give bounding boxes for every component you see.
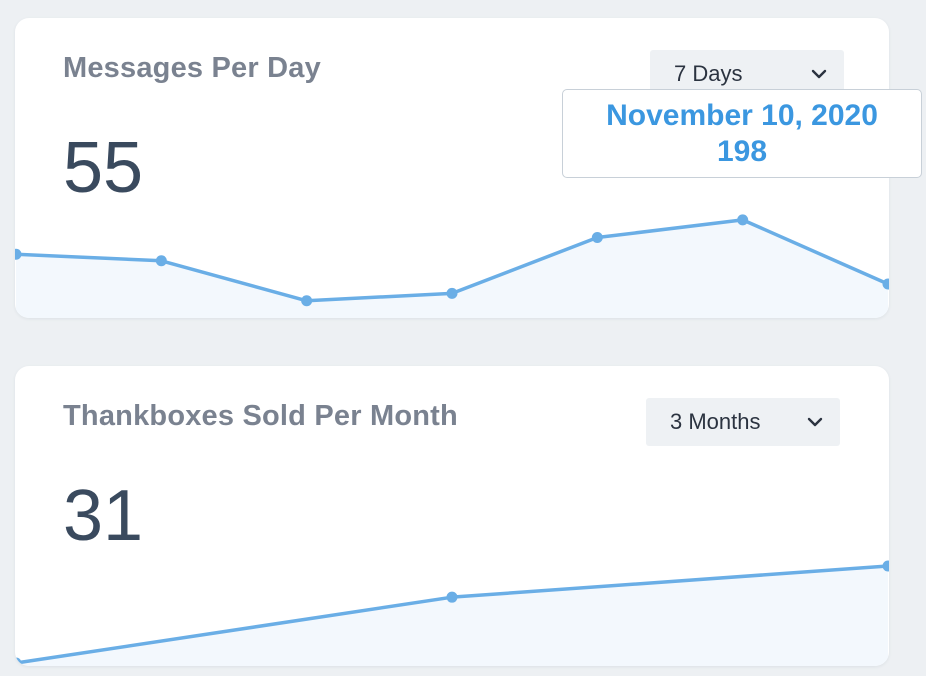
data-point[interactable]: [15, 657, 22, 667]
range-select-value: 7 Days: [674, 61, 743, 86]
tooltip-value: 198: [716, 135, 768, 168]
range-select-value: 3 Months: [670, 409, 761, 434]
messages-sparkline: [15, 214, 890, 318]
data-point[interactable]: [15, 248, 22, 260]
data-point[interactable]: [591, 232, 603, 244]
data-point[interactable]: [882, 278, 890, 290]
data-point[interactable]: [882, 560, 890, 572]
data-point[interactable]: [446, 591, 458, 603]
chart-tooltip: November 10, 2020 198: [562, 89, 922, 178]
range-select[interactable]: 3 Months: [646, 398, 840, 446]
series-area: [16, 219, 888, 318]
data-point[interactable]: [737, 214, 749, 226]
series-area: [16, 566, 888, 666]
data-point[interactable]: [301, 295, 313, 307]
card-title: Thankboxes Sold Per Month: [63, 400, 458, 432]
card-title: Messages Per Day: [63, 52, 321, 84]
chevron-down-icon: [807, 417, 823, 427]
metric-value: 31: [63, 476, 144, 556]
metric-value: 55: [63, 128, 144, 208]
data-point[interactable]: [155, 255, 167, 267]
data-point[interactable]: [446, 287, 458, 299]
chevron-down-icon: [811, 69, 827, 79]
thankboxes-sparkline: [15, 560, 890, 667]
tooltip-date: November 10, 2020: [606, 99, 878, 132]
thankboxes-sold-card: Thankboxes Sold Per Month 31 3 Months: [15, 366, 889, 666]
